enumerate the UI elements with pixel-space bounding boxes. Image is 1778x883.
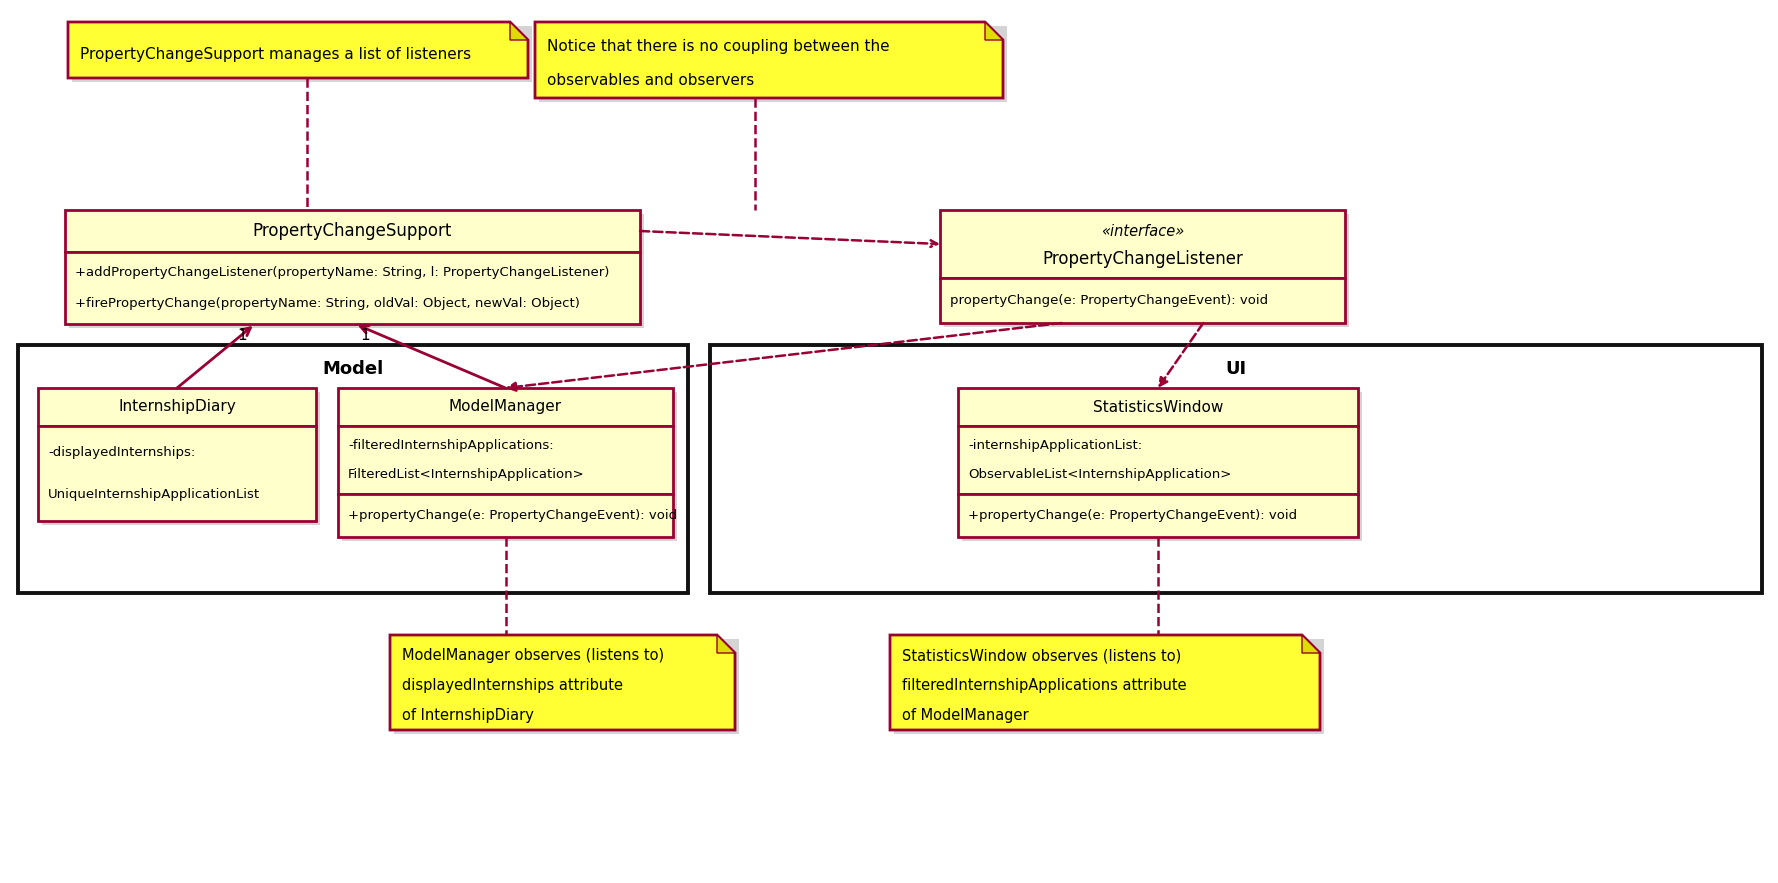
Bar [338, 426, 674, 494]
Text: UI: UI [1225, 360, 1246, 378]
Bar [958, 388, 1358, 426]
Bar [941, 278, 1344, 323]
Polygon shape [1301, 635, 1319, 653]
Text: displayedInternships attribute: displayedInternships attribute [402, 678, 622, 693]
Bar [944, 214, 1350, 327]
Text: ObservableList<InternshipApplication>: ObservableList<InternshipApplication> [967, 468, 1232, 481]
Bar [709, 345, 1762, 593]
Text: of ModelManager: of ModelManager [901, 707, 1029, 722]
Text: PropertyChangeSupport manages a list of listeners: PropertyChangeSupport manages a list of … [80, 47, 471, 62]
Text: filteredInternshipApplications attribute: filteredInternshipApplications attribute [901, 678, 1186, 693]
Text: StatisticsWindow: StatisticsWindow [1093, 399, 1223, 414]
Text: +addPropertyChangeListener(propertyName: String, l: PropertyChangeListener): +addPropertyChangeListener(propertyName:… [75, 266, 610, 279]
Text: PropertyChangeSupport: PropertyChangeSupport [252, 222, 452, 240]
Text: +firePropertyChange(propertyName: String, oldVal: Object, newVal: Object): +firePropertyChange(propertyName: String… [75, 298, 580, 310]
Bar [43, 392, 320, 525]
Bar [395, 639, 740, 734]
Text: -internshipApplicationList:: -internshipApplicationList: [967, 439, 1141, 452]
Bar [338, 494, 674, 537]
Text: ModelManager: ModelManager [448, 399, 562, 414]
Bar [941, 210, 1344, 278]
Text: Notice that there is no coupling between the: Notice that there is no coupling between… [548, 39, 889, 54]
Bar [958, 494, 1358, 537]
Polygon shape [891, 635, 1319, 730]
Polygon shape [510, 22, 528, 40]
Polygon shape [717, 635, 734, 653]
Polygon shape [389, 635, 734, 730]
Text: -displayedInternships:: -displayedInternships: [48, 446, 196, 459]
Text: StatisticsWindow observes (listens to): StatisticsWindow observes (listens to) [901, 648, 1181, 663]
Text: Model: Model [322, 360, 384, 378]
Text: 1: 1 [236, 328, 247, 343]
Bar [341, 392, 677, 541]
Text: observables and observers: observables and observers [548, 73, 754, 88]
Text: of InternshipDiary: of InternshipDiary [402, 707, 533, 722]
Polygon shape [68, 22, 528, 78]
Bar [69, 214, 644, 328]
Bar [338, 388, 674, 426]
Text: PropertyChangeListener: PropertyChangeListener [1042, 250, 1243, 268]
Bar [894, 639, 1325, 734]
Text: propertyChange(e: PropertyChangeEvent): void: propertyChange(e: PropertyChangeEvent): … [949, 294, 1268, 307]
Text: InternshipDiary: InternshipDiary [117, 399, 236, 414]
Text: +propertyChange(e: PropertyChangeEvent): void: +propertyChange(e: PropertyChangeEvent):… [967, 509, 1298, 522]
Polygon shape [985, 22, 1003, 40]
Polygon shape [535, 22, 1003, 98]
Text: 1: 1 [359, 328, 370, 343]
Bar [539, 26, 1006, 102]
Text: +propertyChange(e: PropertyChangeEvent): void: +propertyChange(e: PropertyChangeEvent):… [348, 509, 677, 522]
Text: FilteredList<InternshipApplication>: FilteredList<InternshipApplication> [348, 468, 585, 481]
Text: ModelManager observes (listens to): ModelManager observes (listens to) [402, 648, 665, 663]
Bar [958, 426, 1358, 494]
Text: -filteredInternshipApplications:: -filteredInternshipApplications: [348, 439, 553, 452]
Bar [37, 426, 316, 521]
Text: UniqueInternshipApplicationList: UniqueInternshipApplicationList [48, 487, 260, 501]
Bar [37, 388, 316, 426]
Bar [66, 210, 640, 252]
Bar [71, 26, 532, 82]
Bar [66, 252, 640, 324]
Text: «interface»: «interface» [1101, 224, 1184, 239]
Bar [18, 345, 688, 593]
Bar [962, 392, 1362, 541]
